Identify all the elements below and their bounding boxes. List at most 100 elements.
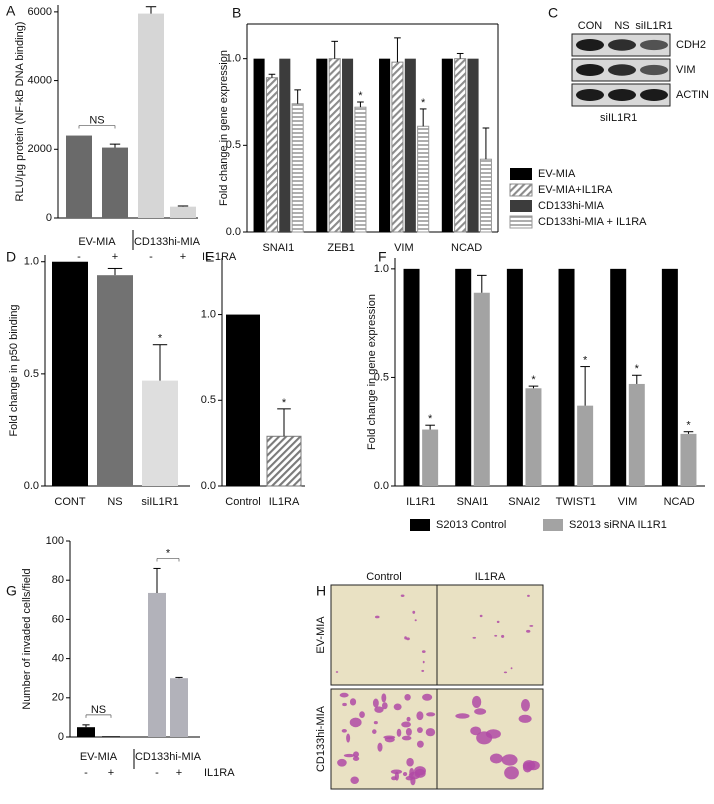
- cell: [496, 620, 500, 623]
- blot-band: [608, 89, 636, 101]
- y-tick-label: 0.0: [201, 480, 216, 492]
- legend-swatch: [543, 519, 563, 531]
- x-tick-label: siIL1R1: [141, 496, 178, 508]
- x-tick-label: -: [155, 767, 159, 779]
- bar: [291, 103, 304, 233]
- x-tick-label: IL1RA: [269, 496, 300, 508]
- legend-swatch: [510, 200, 532, 212]
- y-axis-label: Fold change in gene expression: [218, 50, 230, 206]
- cell: [416, 711, 424, 721]
- x-tick-label: -: [149, 251, 153, 263]
- cell: [383, 735, 396, 740]
- y-tick-label: 2000: [28, 143, 52, 155]
- legend-swatch: [509, 215, 533, 229]
- cell: [526, 629, 531, 633]
- cell: [410, 776, 416, 786]
- cell: [501, 634, 505, 638]
- x-tick-label: SNAI2: [508, 496, 540, 508]
- blot-caption: siIL1R1: [600, 112, 637, 124]
- cell: [372, 729, 377, 734]
- cell: [518, 714, 532, 723]
- cell: [527, 594, 530, 597]
- cell: [401, 735, 412, 741]
- cell: [335, 671, 339, 673]
- cell: [406, 716, 411, 722]
- bar: [97, 275, 133, 486]
- cell: [472, 636, 477, 639]
- row-label: EV-MIA: [315, 616, 327, 654]
- y-tick-label: 100: [46, 535, 64, 547]
- cell: [474, 708, 487, 715]
- y-tick-label: 0.0: [24, 480, 39, 492]
- x-tick-label: -: [84, 767, 88, 779]
- x-tick-label: CONT: [54, 496, 85, 508]
- cell: [396, 728, 402, 737]
- significance-mark: *: [635, 363, 640, 375]
- legend-label: EV-MIA: [538, 168, 576, 180]
- bar: [441, 58, 453, 232]
- column-label: Control: [366, 571, 401, 583]
- cell: [406, 637, 410, 641]
- cell: [422, 693, 433, 701]
- protein-label: CDH2: [676, 39, 706, 51]
- cell: [406, 757, 414, 767]
- cell: [501, 754, 518, 766]
- x-tick-label: IL1R1: [406, 496, 435, 508]
- cell: [510, 667, 513, 670]
- y-axis-label: Number of invaded cells/field: [21, 568, 33, 709]
- cell: [342, 702, 347, 707]
- cell: [381, 702, 388, 710]
- x-tick-label: +: [108, 767, 114, 779]
- cell: [494, 634, 498, 637]
- blot-band: [640, 39, 668, 51]
- legend-swatch: [509, 183, 533, 197]
- significance-mark: *: [583, 354, 588, 366]
- legend-swatch: [410, 519, 430, 531]
- bar: [558, 268, 575, 486]
- bar: [417, 125, 430, 233]
- bar: [628, 383, 645, 486]
- y-tick-label: 1.0: [201, 308, 216, 320]
- x-tick-label: TWIST1: [556, 496, 596, 508]
- bar: [404, 58, 416, 232]
- cell: [485, 729, 501, 739]
- significance-mark: *: [428, 413, 433, 425]
- blot-band: [640, 89, 668, 101]
- bar: [66, 135, 92, 218]
- y-tick-label: 6000: [28, 6, 52, 18]
- bar: [342, 58, 354, 232]
- panel-letter: D: [6, 249, 16, 265]
- cell: [381, 693, 387, 703]
- legend-label: CD133hi-MIA + IL1RA: [538, 216, 647, 228]
- y-tick-label: 0.5: [374, 371, 389, 383]
- cell: [353, 751, 359, 758]
- blot-band: [608, 39, 636, 51]
- bar: [253, 58, 265, 232]
- legend-label: CD133hi-MIA: [538, 200, 605, 212]
- bar: [102, 147, 128, 218]
- cell: [341, 728, 347, 733]
- bar: [680, 433, 697, 486]
- cell: [401, 721, 411, 728]
- bar: [577, 405, 594, 486]
- bar: [455, 268, 472, 486]
- significance-mark: *: [358, 90, 363, 102]
- x-tick-label: SNAI1: [262, 242, 294, 254]
- x-tick-label: -: [77, 251, 81, 263]
- panel-letter: G: [6, 583, 17, 599]
- significance-mark: *: [158, 333, 163, 345]
- cell: [349, 698, 357, 706]
- cell: [402, 772, 408, 777]
- y-tick-label: 80: [52, 574, 64, 586]
- y-tick-label: 20: [52, 692, 64, 704]
- x-tick-label: NCAD: [451, 242, 482, 254]
- y-tick-label: 1.0: [24, 256, 39, 268]
- legend-label: S2013 siRNA IL1R1: [569, 519, 667, 531]
- cell: [455, 713, 470, 719]
- lane-label: siIL1R1: [635, 20, 672, 32]
- micrograph: [330, 584, 438, 686]
- cell: [529, 624, 534, 627]
- lane-label: NS: [614, 20, 629, 32]
- y-tick-label: 0.5: [24, 368, 39, 380]
